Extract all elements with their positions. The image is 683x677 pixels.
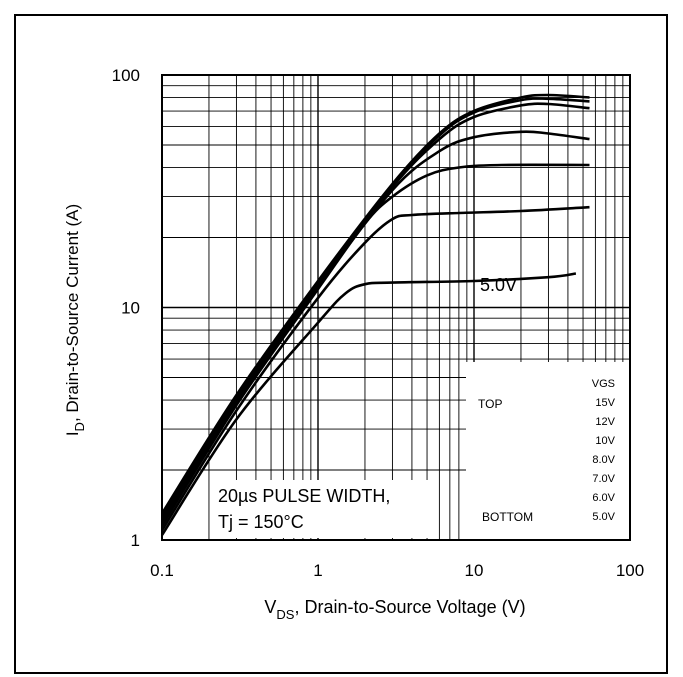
- series-line-3: [162, 130, 590, 523]
- series-line-4: [162, 163, 590, 527]
- series-group: [162, 93, 590, 536]
- legend-entry: 15V: [595, 397, 615, 409]
- tick-labels: 0.1 1 10 100 1 10 100: [112, 66, 645, 580]
- y-tick-label: 10: [121, 299, 140, 318]
- series-line-5: [162, 205, 590, 532]
- x-tick-label: 100: [616, 561, 644, 580]
- chart-frame: [14, 14, 668, 674]
- legend-entry: 12V: [595, 416, 615, 428]
- plot-area: [161, 74, 631, 541]
- legend-box: [466, 362, 631, 540]
- x-tick-label: 10: [465, 561, 484, 580]
- legend-entry: 7.0V: [592, 473, 615, 485]
- legend-entry: 6.0V: [592, 492, 615, 504]
- legend-entries: 15V 12V 10V 8.0V 7.0V 6.0V 5.0V: [592, 397, 615, 523]
- y-axis-label: ID, Drain-to-Source Current (A): [63, 204, 87, 436]
- legend-entry: 10V: [595, 435, 615, 447]
- series-line-6: [162, 272, 577, 536]
- pulse-annotation-box: [214, 480, 436, 538]
- tj-label: Tj = 150°C: [218, 512, 304, 532]
- x-axis-label: VDS, Drain-to-Source Voltage (V): [264, 597, 525, 622]
- x-tick-label: 1: [313, 561, 322, 580]
- series-line-2: [162, 102, 590, 519]
- legend-top-label: TOP: [478, 397, 502, 411]
- pulse-width-label: 20µs PULSE WIDTH,: [218, 486, 390, 506]
- legend-bottom-label: BOTTOM: [482, 510, 533, 524]
- y-tick-label: 1: [131, 531, 140, 550]
- legend-entry: 8.0V: [592, 454, 615, 466]
- legend-entry: 5.0V: [592, 511, 615, 523]
- legend-header: VGS: [592, 378, 615, 390]
- curve-label-5v: 5.0V: [480, 275, 517, 295]
- y-tick-label: 100: [112, 66, 140, 85]
- series-line-1: [162, 97, 590, 517]
- x-tick-label: 0.1: [150, 561, 174, 580]
